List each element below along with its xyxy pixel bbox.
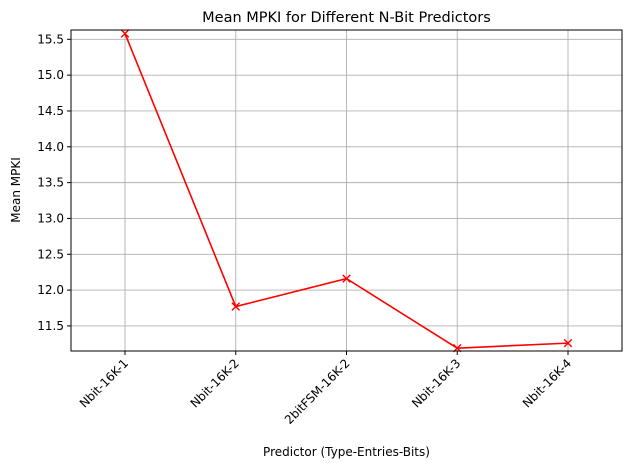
x-tick-label: Nbit-16K-4 bbox=[520, 356, 574, 410]
x-tick-label: Nbit-16K-1 bbox=[77, 356, 131, 410]
chart-title: Mean MPKI for Different N-Bit Predictors bbox=[202, 10, 491, 26]
data-point-marker bbox=[563, 338, 573, 348]
marker-stroke bbox=[563, 338, 573, 348]
data-point-marker bbox=[342, 274, 351, 283]
series-layer bbox=[120, 29, 573, 353]
plot-frame bbox=[70, 29, 623, 352]
marker-stroke bbox=[231, 302, 241, 311]
y-tick-label: 11.5 bbox=[37, 319, 64, 333]
y-tick-label: 13.5 bbox=[37, 176, 64, 190]
marker-stroke bbox=[342, 274, 351, 283]
x-tick-label: Nbit-16K-3 bbox=[409, 356, 463, 410]
y-tick-label: 15.0 bbox=[37, 68, 64, 82]
x-axis-label: Predictor (Type-Entries-Bits) bbox=[263, 445, 430, 459]
y-axis-label: Mean MPKI bbox=[9, 157, 23, 223]
y-tick-label: 12.5 bbox=[37, 247, 64, 261]
y-tick-label: 15.5 bbox=[37, 32, 64, 46]
data-point-marker bbox=[231, 302, 241, 311]
marker-stroke bbox=[120, 29, 130, 38]
y-tick-label: 14.0 bbox=[37, 140, 64, 154]
y-tick-label: 14.5 bbox=[37, 104, 64, 118]
axis-ticks: Nbit-16K-1 Nbit-16K-2 2bitFSM-16K-2 Nbit-16… bbox=[37, 32, 574, 427]
y-tick-label: 12.0 bbox=[37, 283, 64, 297]
x-tick-label: Nbit-16K-2 bbox=[188, 356, 242, 410]
data-point-marker bbox=[120, 29, 130, 38]
x-tick-label: 2bitFSM-16K-2 bbox=[282, 356, 353, 427]
y-tick-label: 13.0 bbox=[37, 211, 64, 225]
grid-lines bbox=[71, 30, 622, 351]
